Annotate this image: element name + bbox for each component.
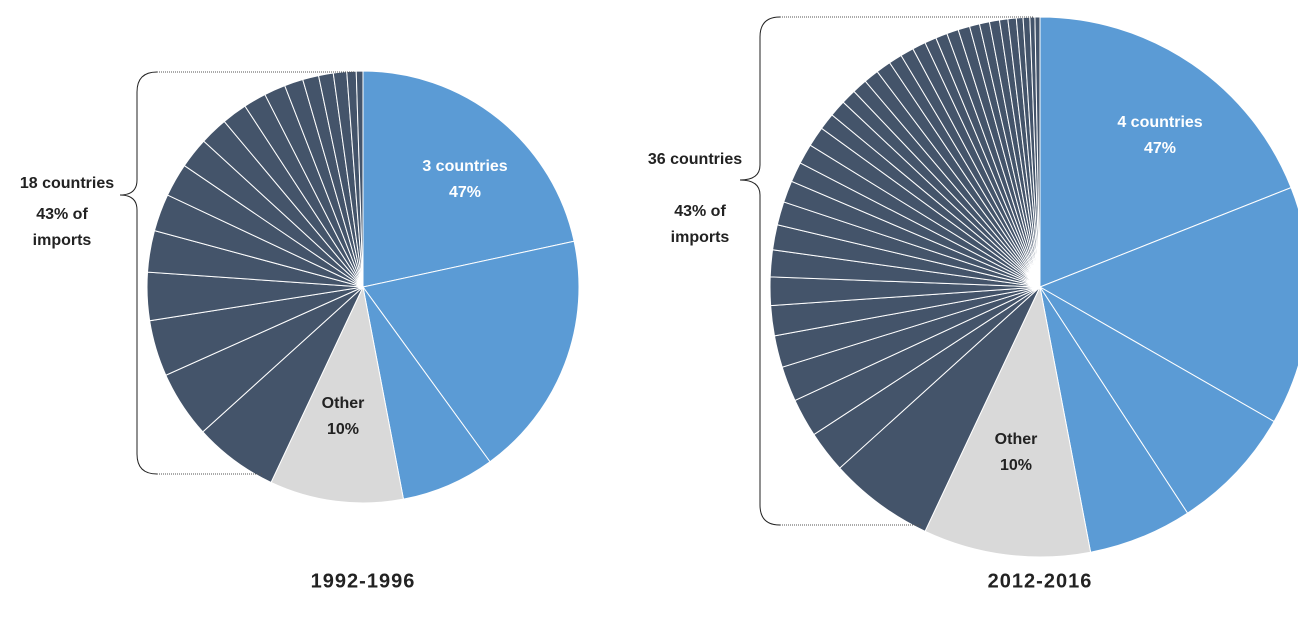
pie-slice	[1039, 16, 1292, 288]
group-value-label: 10%	[999, 457, 1033, 474]
pie-slice	[1034, 16, 1041, 288]
bracket-label: 18 countries	[19, 175, 115, 192]
pie-slice	[1038, 186, 1298, 423]
pie-slice	[355, 70, 364, 288]
bracket-value-label: 43% of imports	[670, 203, 730, 246]
group-value-label: 47%	[448, 184, 482, 201]
group-value-label: 47%	[1143, 140, 1177, 157]
pie-slice	[270, 285, 405, 504]
group-label: Other	[321, 395, 365, 412]
group-label: 3 countries	[422, 158, 508, 175]
group-label: Other	[994, 431, 1038, 448]
chart-title: 1992-1996	[310, 570, 416, 593]
group-value-label: 10%	[326, 421, 360, 438]
pie-slice	[362, 240, 580, 463]
pie-slice	[1039, 286, 1275, 514]
pie-slice	[924, 285, 1092, 558]
group-label: 4 countries	[1117, 114, 1203, 131]
bracket	[119, 71, 158, 475]
pie-slice	[362, 70, 575, 288]
bracket	[739, 16, 781, 526]
bracket-label: 36 countries	[647, 151, 743, 168]
chart-title: 2012-2016	[987, 570, 1093, 593]
bracket-value-label: 43% of imports	[32, 206, 92, 249]
